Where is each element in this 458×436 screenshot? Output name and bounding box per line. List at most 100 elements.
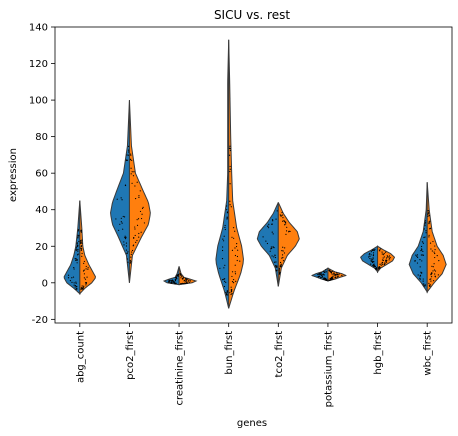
data-point: [368, 254, 370, 256]
data-point: [280, 264, 282, 266]
data-point: [271, 231, 273, 233]
data-point: [272, 220, 274, 222]
data-point: [229, 168, 231, 170]
data-point: [434, 270, 437, 272]
y-tick-label: 40: [35, 205, 48, 216]
data-point: [186, 282, 188, 284]
data-point: [230, 286, 232, 288]
data-point: [229, 170, 231, 173]
data-point: [275, 266, 277, 268]
data-point: [370, 251, 372, 253]
data-point: [122, 215, 124, 218]
data-point: [224, 228, 226, 231]
data-point: [419, 277, 421, 279]
data-point: [428, 284, 430, 286]
data-point: [321, 275, 324, 278]
data-point: [226, 209, 228, 211]
data-point: [425, 232, 427, 234]
data-point: [427, 210, 430, 212]
data-point: [226, 216, 228, 218]
data-point: [74, 286, 76, 288]
data-point: [278, 273, 281, 275]
data-point: [381, 253, 383, 255]
data-point: [266, 225, 269, 227]
data-point: [382, 257, 384, 259]
x-tick-label-bun_first: bun_first: [224, 331, 235, 375]
data-point: [336, 272, 338, 274]
data-point: [370, 254, 372, 256]
data-point: [279, 214, 281, 216]
data-point: [285, 230, 288, 232]
data-point: [175, 276, 178, 279]
data-point: [279, 271, 281, 274]
data-point: [138, 195, 140, 197]
data-point: [285, 223, 287, 225]
violin-right-creatinine_first: [178, 266, 198, 286]
data-point: [185, 279, 187, 281]
data-point: [221, 249, 224, 252]
data-point: [80, 242, 82, 244]
data-point: [378, 266, 380, 269]
data-point: [417, 256, 419, 258]
data-point: [266, 242, 269, 245]
data-point: [229, 204, 231, 206]
data-point: [82, 286, 84, 288]
data-point: [81, 255, 83, 257]
data-point: [373, 263, 375, 265]
data-point: [86, 276, 88, 278]
data-point: [267, 227, 270, 229]
data-point: [425, 230, 427, 232]
data-point: [373, 264, 376, 267]
data-point: [80, 239, 82, 242]
data-point: [281, 254, 284, 256]
data-point: [285, 233, 287, 235]
data-point: [85, 282, 88, 284]
data-point: [372, 249, 375, 251]
data-point: [420, 245, 423, 248]
data-point: [424, 223, 426, 225]
data-point: [73, 282, 75, 284]
data-point: [427, 215, 429, 217]
data-point: [432, 240, 434, 243]
data-point: [231, 280, 234, 283]
data-point: [378, 268, 380, 270]
data-point: [372, 252, 375, 254]
data-point: [138, 196, 140, 199]
data-point: [141, 213, 143, 215]
data-point: [170, 280, 172, 282]
data-point: [282, 260, 285, 262]
data-point: [416, 255, 418, 257]
x-tick-label-abg_count: abg_count: [75, 331, 86, 383]
chart-title: SICU vs. rest: [214, 8, 290, 22]
data-point: [177, 273, 179, 276]
data-point: [278, 268, 281, 270]
data-point: [223, 285, 226, 288]
data-point: [284, 247, 286, 249]
data-point: [77, 236, 79, 238]
data-point: [332, 274, 334, 276]
data-point: [382, 254, 385, 256]
data-point: [420, 249, 422, 252]
data-point: [171, 282, 173, 284]
data-point: [127, 149, 130, 151]
data-point: [219, 267, 221, 269]
data-point: [423, 228, 425, 230]
data-point: [423, 283, 425, 285]
data-point: [431, 265, 433, 267]
data-point: [132, 175, 135, 177]
data-point: [236, 255, 239, 258]
data-point: [67, 277, 70, 279]
data-point: [75, 281, 77, 283]
data-point: [67, 274, 70, 276]
data-point: [76, 259, 78, 261]
data-point: [80, 229, 83, 231]
data-point: [77, 253, 79, 255]
data-point: [338, 273, 340, 275]
data-point: [324, 271, 326, 273]
data-point: [136, 181, 138, 183]
data-point: [424, 222, 427, 224]
data-point: [279, 264, 281, 266]
data-point: [429, 228, 431, 230]
data-point: [374, 265, 377, 268]
data-point: [133, 171, 135, 173]
